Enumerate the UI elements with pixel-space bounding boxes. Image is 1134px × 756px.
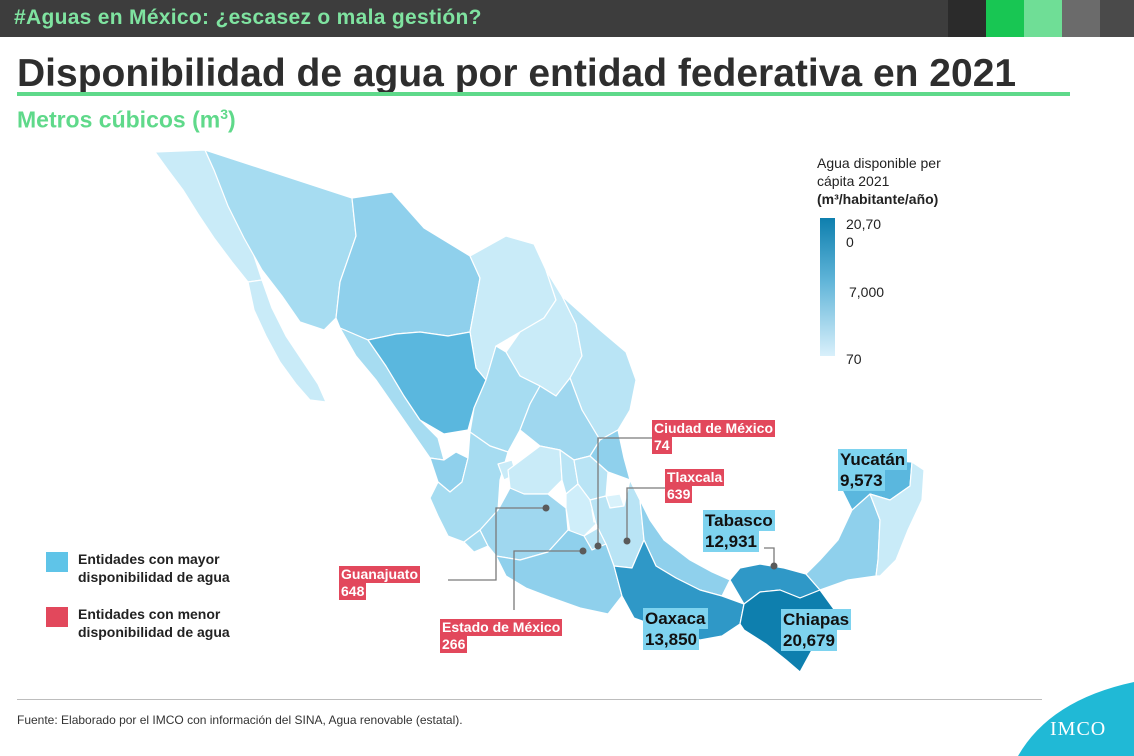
callout-chiapas-value: 20,679 bbox=[781, 630, 837, 651]
callout-guanajuato-value: 648 bbox=[339, 583, 367, 600]
callout-edomex-name: Estado de México bbox=[440, 619, 563, 636]
key-high-line1: Entidades con mayor bbox=[78, 551, 220, 567]
callout-edomex-value: 266 bbox=[440, 636, 468, 653]
callout-edomex: Estado de México 266 bbox=[440, 619, 563, 654]
legend-max-label-a: 20,70 bbox=[846, 216, 882, 232]
leader-dot-guanajuato bbox=[542, 504, 550, 512]
banner-block-lightgreen bbox=[1024, 0, 1062, 37]
callout-yucatan: Yucatán 9,573 bbox=[838, 449, 908, 491]
legend-title: Agua disponible per cápita 2021 (m³/habi… bbox=[817, 154, 987, 208]
state-coahuila bbox=[469, 235, 557, 381]
page-title: Disponibilidad de agua por entidad feder… bbox=[17, 52, 1017, 95]
key-text-low: Entidades con menor disponibilidad de ag… bbox=[78, 605, 298, 641]
banner-block-darkgray bbox=[1100, 0, 1134, 37]
leader-tlaxcala bbox=[626, 487, 665, 541]
legend-max-label-b: 0 bbox=[846, 234, 854, 250]
callout-tabasco-value: 12,931 bbox=[703, 531, 759, 552]
key-low-line2: disponibilidad de agua bbox=[78, 624, 230, 640]
key-swatch-low bbox=[46, 607, 68, 627]
title-underline bbox=[17, 92, 1070, 96]
leader-edomex bbox=[513, 550, 583, 610]
leader-dot-tlaxcala bbox=[623, 537, 631, 545]
legend-title-line2: cápita 2021 bbox=[817, 173, 890, 189]
callout-oaxaca-value: 13,850 bbox=[643, 629, 699, 650]
callout-cdmx: Ciudad de México 74 bbox=[652, 420, 776, 455]
callout-cdmx-value: 74 bbox=[652, 437, 672, 454]
callout-guanajuato: Guanajuato 648 bbox=[339, 566, 421, 601]
callout-tlaxcala-name: Tlaxcala bbox=[665, 469, 725, 486]
leader-dot-tabasco bbox=[770, 562, 778, 570]
state-estado-de-mexico bbox=[565, 483, 597, 537]
legend-title-line1: Agua disponible per bbox=[817, 155, 941, 171]
leader-tabasco bbox=[764, 547, 775, 566]
source-note: Fuente: Elaborado por el IMCO con inform… bbox=[17, 713, 463, 727]
subtitle-close: ) bbox=[228, 106, 236, 133]
banner-block-gray bbox=[1062, 0, 1100, 37]
key-high-line2: disponibilidad de agua bbox=[78, 569, 230, 585]
imco-logo: IMCO bbox=[1050, 718, 1107, 740]
callout-chiapas: Chiapas 20,679 bbox=[781, 609, 852, 651]
state-jalisco bbox=[429, 431, 509, 543]
hashtag-title: #Aguas en México: ¿escasez o mala gestió… bbox=[14, 6, 482, 29]
key-low-line1: Entidades con menor bbox=[78, 606, 221, 622]
legend-gradient-bar bbox=[820, 218, 835, 356]
leader-cdmx bbox=[597, 437, 652, 546]
callout-tabasco: Tabasco 12,931 bbox=[703, 510, 775, 552]
callout-oaxaca: Oaxaca 13,850 bbox=[643, 608, 708, 650]
legend-title-units: (m³/habitante/año) bbox=[817, 191, 939, 207]
callout-yucatan-value: 9,573 bbox=[838, 470, 885, 491]
legend-min-label: 70 bbox=[846, 351, 862, 367]
subtitle-text: Metros cúbicos (m bbox=[17, 106, 221, 133]
callout-cdmx-name: Ciudad de México bbox=[652, 420, 776, 437]
leader-dot-edomex bbox=[579, 547, 587, 555]
banner-block-dark bbox=[948, 0, 986, 37]
state-baja-california-sur bbox=[247, 279, 327, 403]
key-text-high: Entidades con mayor disponibilidad de ag… bbox=[78, 550, 298, 586]
banner-block-green bbox=[986, 0, 1024, 37]
state-veracruz bbox=[589, 429, 731, 597]
top-banner: #Aguas en México: ¿escasez o mala gestió… bbox=[0, 0, 1134, 37]
key-swatch-high bbox=[46, 552, 68, 572]
callout-tlaxcala-value: 639 bbox=[665, 486, 693, 503]
page-subtitle: Metros cúbicos (m3) bbox=[17, 106, 236, 134]
callout-guanajuato-name: Guanajuato bbox=[339, 566, 421, 583]
state-quintana-roo bbox=[869, 461, 925, 577]
callout-chiapas-name: Chiapas bbox=[781, 609, 852, 630]
callout-tlaxcala: Tlaxcala 639 bbox=[665, 469, 725, 504]
leader-guanajuato bbox=[448, 507, 546, 581]
callout-oaxaca-name: Oaxaca bbox=[643, 608, 708, 629]
footer-divider bbox=[17, 699, 1042, 700]
callout-yucatan-name: Yucatán bbox=[838, 449, 908, 470]
leader-dot-cdmx bbox=[594, 542, 602, 550]
subtitle-sup: 3 bbox=[220, 106, 229, 122]
legend-mid-label: 7,000 bbox=[849, 284, 885, 300]
callout-tabasco-name: Tabasco bbox=[703, 510, 775, 531]
